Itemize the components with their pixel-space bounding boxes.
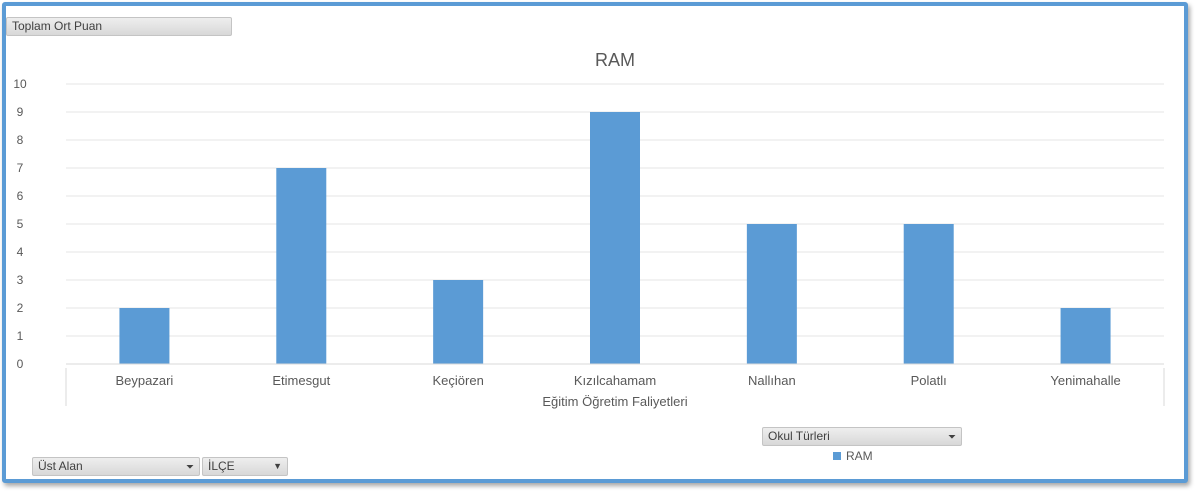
x-tick-label: Kızılcahamam — [574, 373, 656, 388]
bar-3 — [433, 280, 484, 364]
ust-alan-label: Üst Alan — [38, 459, 83, 473]
y-tick-label: 4 — [17, 245, 24, 259]
x-tick-label: Keçiören — [432, 373, 483, 388]
y-tick-label: 10 — [13, 77, 27, 91]
x-tick-label: Polatlı — [911, 373, 947, 388]
y-tick-label: 0 — [17, 357, 24, 371]
value-field-button[interactable]: Toplam Ort Puan — [6, 17, 232, 36]
y-tick-label: 7 — [17, 161, 24, 175]
x-tick-label: Yenimahalle — [1050, 373, 1120, 388]
bar-5 — [746, 224, 797, 364]
ilce-field-button[interactable]: İLÇE ▼ — [202, 457, 288, 476]
filter-icon: ⏷ — [948, 432, 956, 443]
x-tick-label: Beypazari — [116, 373, 174, 388]
y-tick-label: 8 — [17, 133, 24, 147]
x-tick-label: Etimesgut — [272, 373, 330, 388]
x-tick-label: Nallıhan — [748, 373, 796, 388]
value-field-label: Toplam Ort Puan — [12, 19, 103, 33]
bar-2 — [276, 168, 327, 364]
bar-7 — [1060, 308, 1111, 364]
ilce-label: İLÇE — [208, 459, 235, 473]
x-axis-title: Eğitim Öğretim Faliyetleri — [542, 394, 687, 409]
y-tick-label: 6 — [17, 189, 24, 203]
filter-icon: ⏷ — [186, 462, 194, 473]
bar-4 — [590, 112, 640, 364]
okul-turleri-label: Okul Türleri — [768, 429, 830, 443]
y-tick-label: 1 — [17, 329, 24, 343]
y-tick-label: 9 — [17, 105, 24, 119]
chevron-down-icon: ▼ — [273, 461, 282, 471]
chart-title: RAM — [595, 50, 635, 70]
ust-alan-field-button[interactable]: Üst Alan ⏷ — [32, 457, 200, 476]
legend-swatch-ram — [833, 452, 841, 460]
y-tick-label: 2 — [17, 301, 24, 315]
bar-1 — [119, 308, 170, 364]
okul-turleri-filter-button[interactable]: Okul Türleri ⏷ — [762, 427, 962, 446]
bar-6 — [903, 224, 954, 364]
y-tick-label: 3 — [17, 273, 24, 287]
y-tick-label: 5 — [17, 217, 24, 231]
legend-label-ram: RAM — [846, 449, 873, 463]
